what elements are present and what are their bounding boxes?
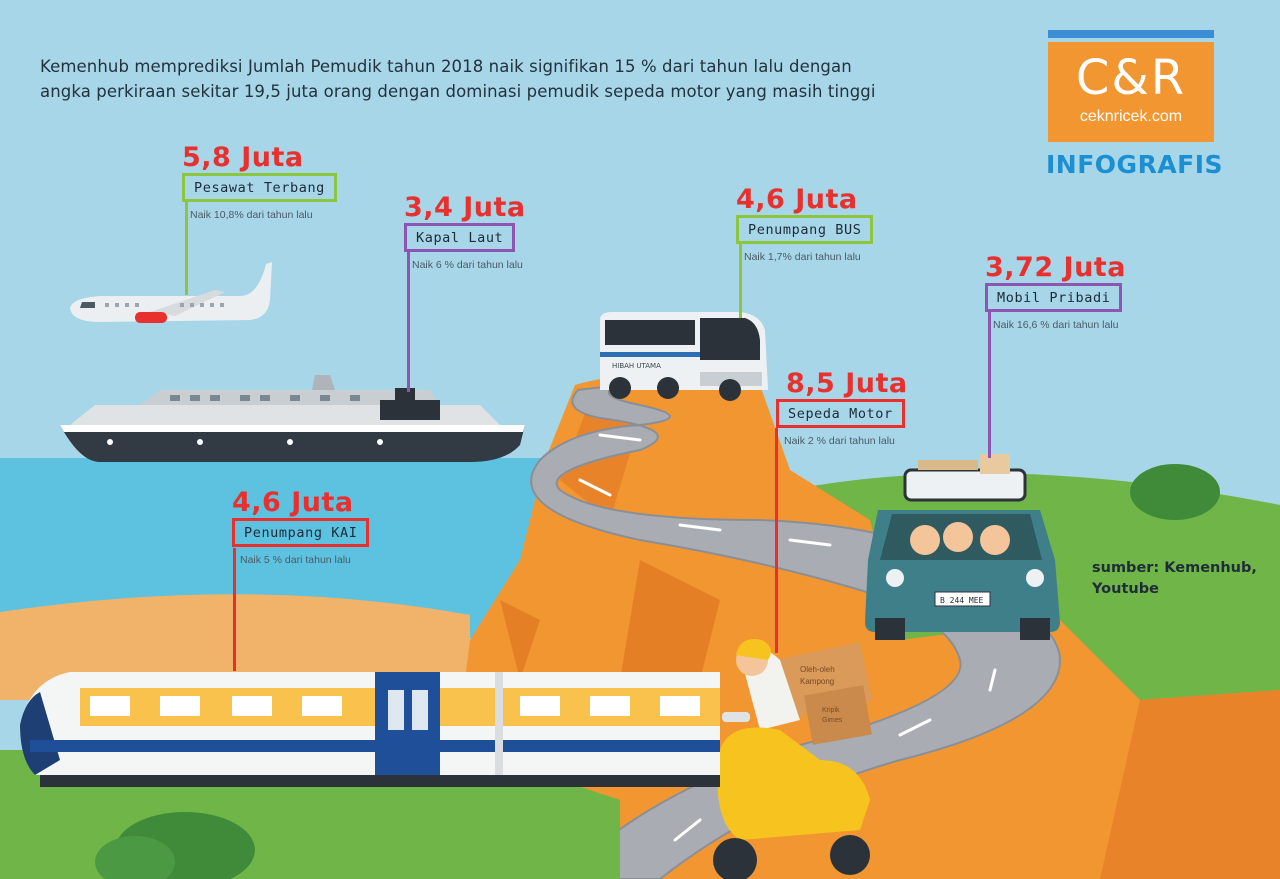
ship-icon: [60, 375, 525, 462]
headline-line-1: Kemenhub memprediksi Jumlah Pemudik tahu…: [40, 57, 852, 76]
stat-kapal: 3,4 Juta Kapal Laut Naik 6 % dari tahun …: [404, 193, 526, 271]
stat-label: Mobil Pribadi: [985, 283, 1123, 312]
stat-motor: 8,5 Juta Sepeda Motor Naik 2 % dari tahu…: [776, 369, 908, 447]
stat-value: 3,72 Juta: [985, 252, 1126, 283]
bus-icon: HIBAH UTAMA: [600, 312, 768, 401]
mobil-leader: [988, 312, 991, 458]
source-line-1: sumber: Kemenhub,: [1092, 560, 1257, 576]
bush-right: [1130, 464, 1220, 520]
stat-mobil: 3,72 Juta Mobil Pribadi Naik 16,6 % dari…: [985, 253, 1126, 331]
stat-value: 8,5 Juta: [786, 368, 908, 399]
headline: Kemenhub memprediksi Jumlah Pemudik tahu…: [40, 54, 940, 104]
stat-label: Pesawat Terbang: [182, 173, 337, 202]
stat-label: Sepeda Motor: [776, 399, 905, 428]
stat-label: Penumpang KAI: [232, 518, 370, 547]
stat-kai: 4,6 Juta Penumpang KAI Naik 5 % dari tah…: [232, 487, 370, 566]
logo-mark: C&R: [1075, 50, 1187, 106]
stat-value: 5,8 Juta: [182, 142, 304, 173]
kai-leader: [233, 548, 236, 671]
stat-pesawat: 5,8 Juta Pesawat Terbang Naik 10,8% dari…: [182, 143, 337, 221]
stat-value: 4,6 Juta: [232, 487, 354, 518]
box-text-1: Oleh-oleh: [800, 665, 835, 674]
car-icon: B 244 MEE: [865, 454, 1060, 640]
car-plate: B 244 MEE: [940, 596, 984, 605]
brand-logo: C&R ceknricek.com: [1048, 30, 1214, 142]
headline-line-2: angka perkiraan sekitar 19,5 juta orang …: [40, 82, 876, 101]
stat-note: Naik 5 % dari tahun lalu: [240, 554, 351, 566]
stat-note: Naik 10,8% dari tahun lalu: [190, 209, 313, 221]
pesawat-leader: [185, 200, 188, 295]
stat-note: Naik 2 % dari tahun lalu: [784, 435, 895, 447]
source-credit: sumber: Kemenhub, Youtube: [1092, 558, 1262, 600]
scooter-icon: Oleh-oleh Kampong Kripik Gimes: [713, 639, 873, 879]
stat-note: Naik 6 % dari tahun lalu: [412, 259, 523, 271]
bus-side-text: HIBAH UTAMA: [612, 362, 661, 370]
source-line-2: Youtube: [1092, 581, 1159, 597]
box-text-2: Kampong: [800, 677, 834, 686]
box-text-4: Gimes: [822, 717, 843, 724]
stat-label: Penumpang BUS: [736, 215, 874, 244]
stat-bus: 4,6 Juta Penumpang BUS Naik 1,7% dari ta…: [736, 184, 874, 263]
stat-value: 3,4 Juta: [404, 192, 526, 223]
bus-leader: [739, 244, 742, 318]
train-icon: [20, 672, 720, 787]
stat-note: Naik 1,7% dari tahun lalu: [744, 251, 861, 263]
airplane-icon: [70, 262, 272, 323]
kapal-leader: [407, 252, 410, 392]
stat-label: Kapal Laut: [404, 223, 516, 252]
motor-leader: [775, 428, 778, 653]
stat-value: 4,6 Juta: [736, 184, 858, 215]
box-text-3: Kripik: [822, 707, 840, 714]
section-label: INFOGRAFIS: [1046, 150, 1224, 179]
stat-note: Naik 16,6 % dari tahun lalu: [993, 319, 1119, 331]
logo-domain: ceknricek.com: [1079, 108, 1183, 125]
